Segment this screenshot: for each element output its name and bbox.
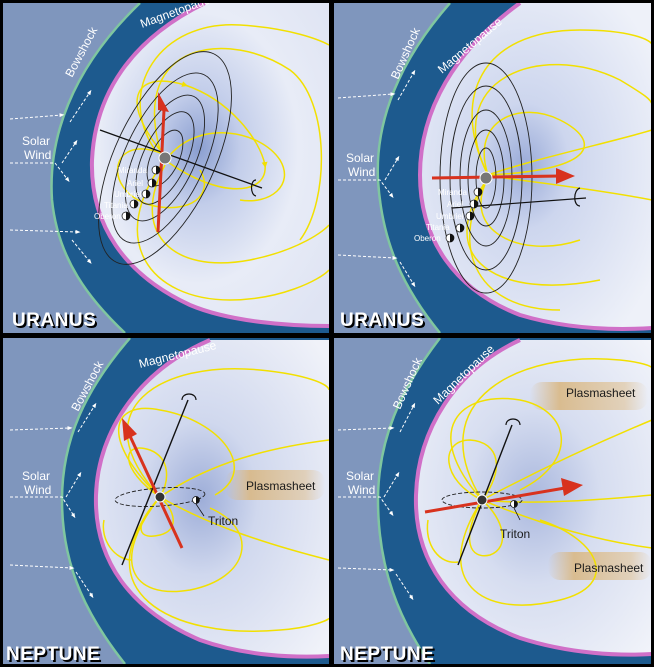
plasmasheet-label-upper: Plasmasheet	[566, 386, 636, 400]
moon-label-oberon: Oberon	[414, 234, 441, 243]
panel-neptune-right: Triton Plasmasheet Plasmasheet Solar Win…	[334, 338, 652, 667]
panel-title: URANUS	[12, 310, 96, 331]
solar-wind-label-2: Wind	[348, 165, 375, 179]
solar-wind-label-2: Wind	[348, 483, 375, 497]
panel-title: NEPTUNE	[340, 644, 434, 665]
panel-title-shadow: URANUS	[14, 312, 98, 333]
moon-label-umbriel: Umbriel	[436, 212, 464, 221]
panel-uranus-left: Miranda Ariel Umbriel Titania Oberon Sol…	[3, 3, 329, 333]
plasmasheet-label-lower: Plasmasheet	[574, 561, 644, 575]
moon-label-umbriel: Umbriel	[114, 190, 142, 199]
moon-label-ariel: Ariel	[127, 179, 143, 188]
panel-title-shadow: URANUS	[342, 312, 426, 333]
moon-label-miranda: Miranda	[118, 166, 147, 175]
solar-wind-label: Solar	[22, 469, 50, 483]
moons-uranus-left: Miranda Ariel Umbriel Titania Oberon	[94, 165, 161, 221]
solar-wind-label: Solar	[22, 134, 50, 148]
panel-title-shadow: NEPTUNE	[8, 646, 102, 667]
moons-uranus-right: Miranda Ariel Umbriel Titania Oberon	[414, 187, 483, 243]
panel-neptune-left: Triton Plasmasheet Solar Wind Bowshock M…	[3, 338, 329, 667]
triton-label: Triton	[500, 527, 530, 541]
moon-label-titania: Titania	[426, 223, 450, 232]
triton-label: Triton	[208, 514, 238, 528]
moon-label-oberon: Oberon	[94, 212, 121, 221]
panel-uranus-right: Miranda Ariel Umbriel Titania Oberon Sol…	[334, 3, 652, 333]
solar-wind-label: Solar	[346, 151, 374, 165]
solar-wind-label-2: Wind	[24, 148, 51, 162]
solar-wind-label-2: Wind	[24, 483, 51, 497]
moon-label-titania: Titania	[104, 201, 128, 210]
panel-title-shadow: NEPTUNE	[342, 646, 436, 667]
moon-label-ariel: Ariel	[447, 200, 463, 209]
panel-title: URANUS	[340, 310, 424, 331]
panel-title: NEPTUNE	[6, 644, 100, 665]
solar-wind-label: Solar	[346, 469, 374, 483]
plasmasheet-label: Plasmasheet	[246, 479, 316, 493]
moon-label-miranda: Miranda	[438, 188, 467, 197]
